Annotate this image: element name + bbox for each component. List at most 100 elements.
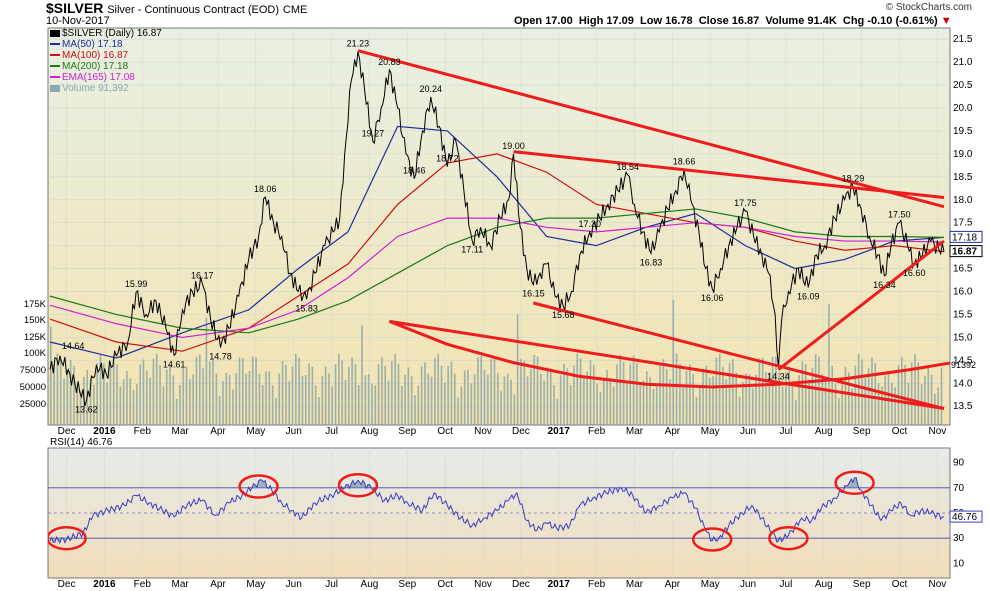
x-tick-label: Jun [740,579,756,590]
rsi-highlight-circle [691,527,733,552]
volume-bar [712,376,714,425]
volume-bar [834,383,837,425]
x-tick-label: 2016 [93,579,116,590]
volume-bar [265,371,267,425]
volume-bar [318,396,320,425]
series-price [49,51,945,407]
volume-bar [301,375,304,425]
price-annotation: 17.11 [461,245,483,255]
volume-bar [463,370,466,425]
volume-bar [122,379,125,425]
volume-bar [460,386,463,425]
volume-bar [404,374,406,425]
volume-bar [126,371,128,425]
volume-bar [344,379,347,425]
volume-bar [632,355,635,425]
y-tick-label: 13.5 [953,401,973,412]
volume-bar [761,357,764,425]
volume-bar [566,368,569,425]
trend-line [357,49,945,209]
legend-swatch-icon [50,65,60,68]
volume-bar [96,363,98,425]
y-tick-label: 16.5 [953,264,973,275]
low-value: 16.78 [665,15,693,27]
volume-bar [553,385,555,425]
volume-bar [914,354,916,425]
volume-bar [900,356,903,425]
volume-bar [410,376,413,425]
volume-bar [897,365,900,425]
volume-bar [357,385,360,425]
volume-bar [470,383,473,425]
volume-bar [175,398,178,425]
volume-bar [208,361,211,425]
x-tick-label: Sep [853,579,871,590]
volume-bar [917,362,920,425]
rsi-label: RSI(14) 46.76 [50,437,113,448]
volume-bar [606,370,608,425]
volume-bar [328,373,330,425]
x-tick-label: Sep [398,426,416,437]
volume-bar [467,370,469,425]
price-panel: 14.64 13.62 15.99 14.61 16.17 14.78 18.06 15.83… [48,28,950,425]
volume-tick-label: 175K [24,299,47,310]
volume-bar [781,386,784,425]
volume-tick-label: 100K [24,348,47,359]
volume-bar [202,368,204,425]
volume-bar [649,377,651,425]
x-tick-label: Mar [626,579,644,590]
volume-bar [361,325,363,425]
volume-bar [281,360,284,425]
volume-bar [738,396,741,425]
volume-bar [487,374,489,425]
volume-bar [642,380,645,425]
x-tick-label: Mar [172,579,190,590]
x-tick-label: Aug [815,579,833,590]
volume-bar [510,379,512,425]
trend-line [389,319,945,411]
volume-bar [483,369,486,425]
x-tick-label: May [246,426,265,437]
volume-bar [189,379,191,425]
volume-bar [205,317,208,425]
volume-bar [430,376,433,425]
price-last-badge [949,245,983,258]
price-annotation: 16.83 [640,257,663,267]
volume-bar [232,389,234,425]
volume-bar [751,388,754,425]
volume-bar [437,353,439,425]
x-tick-label: May [701,579,720,590]
volume-bar [129,378,132,425]
volume-bar [278,373,281,425]
volume-bar [821,374,824,425]
x-tick-label: Oct [892,426,908,437]
volume-bar [831,365,834,425]
volume-bar [242,358,244,425]
high-label: High [578,15,604,27]
price-annotation: 14.64 [62,341,85,351]
volume-bar [324,366,327,425]
volume-bar [69,359,72,425]
volume-bar [304,375,307,425]
volume-bar [102,363,105,425]
volume-bar [616,364,618,425]
legend: $SILVER (Daily) 16.87 MA(50) 17.18 MA(10… [50,28,162,94]
x-tick-label: Apr [665,579,681,590]
symbol: $SILVER [46,0,104,16]
rsi-tick-label: 30 [953,533,965,544]
x-tick-label: Sep [853,426,871,437]
volume-bar [66,370,69,425]
volume-bar [934,393,936,425]
copyright: © StockCharts.com [885,2,972,13]
volume-last-label: 91392 [951,360,976,370]
volume-bar [477,357,479,425]
volume-bar [155,353,158,425]
volume-bar [728,362,731,425]
volume-bar [268,371,271,425]
volume-bar [59,359,62,425]
price-annotation: 16.09 [797,291,820,301]
volume-bar [698,386,701,425]
price-annotation: 18.66 [673,156,696,166]
price-annotation: 16.60 [903,268,926,278]
